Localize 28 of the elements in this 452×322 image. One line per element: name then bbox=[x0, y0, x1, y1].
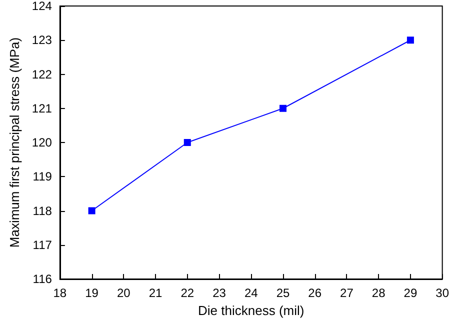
point bbox=[88, 207, 96, 214]
y-tick-label: 117 bbox=[32, 238, 52, 252]
x-axis-title: Die thickness (mil) bbox=[198, 302, 304, 318]
x-tick-label: 24 bbox=[244, 286, 258, 300]
x-tick-label: 23 bbox=[212, 286, 226, 300]
x-tick-label: 26 bbox=[308, 286, 322, 300]
x-tick-label: 18 bbox=[53, 286, 67, 300]
x-tick-label: 27 bbox=[340, 286, 354, 300]
y-tick-label: 123 bbox=[32, 33, 52, 48]
point bbox=[184, 139, 191, 146]
y-tick-label: 119 bbox=[32, 170, 52, 184]
y-tick-label: 116 bbox=[32, 272, 52, 286]
x-tick-label: 21 bbox=[148, 286, 163, 300]
x-tick-label: 25 bbox=[276, 286, 290, 300]
y-tick-label: 122 bbox=[32, 67, 52, 82]
y-tick-label: 121 bbox=[32, 101, 52, 116]
y-tick-label: 118 bbox=[32, 204, 52, 218]
x-tick-label: 30 bbox=[436, 286, 450, 300]
x-tick-label: 29 bbox=[404, 286, 418, 300]
y-axis-title: Maximum first principal stress (MPa) bbox=[7, 37, 22, 248]
x-tick-label: 22 bbox=[180, 286, 194, 300]
y-tick-label: 120 bbox=[32, 136, 52, 150]
x-tick-label: 19 bbox=[85, 286, 99, 300]
x-tick-label: 20 bbox=[116, 286, 131, 300]
y-tick-label: 124 bbox=[32, 0, 52, 13]
point bbox=[406, 36, 414, 44]
x-tick-label: 28 bbox=[372, 286, 386, 300]
point bbox=[279, 104, 286, 112]
